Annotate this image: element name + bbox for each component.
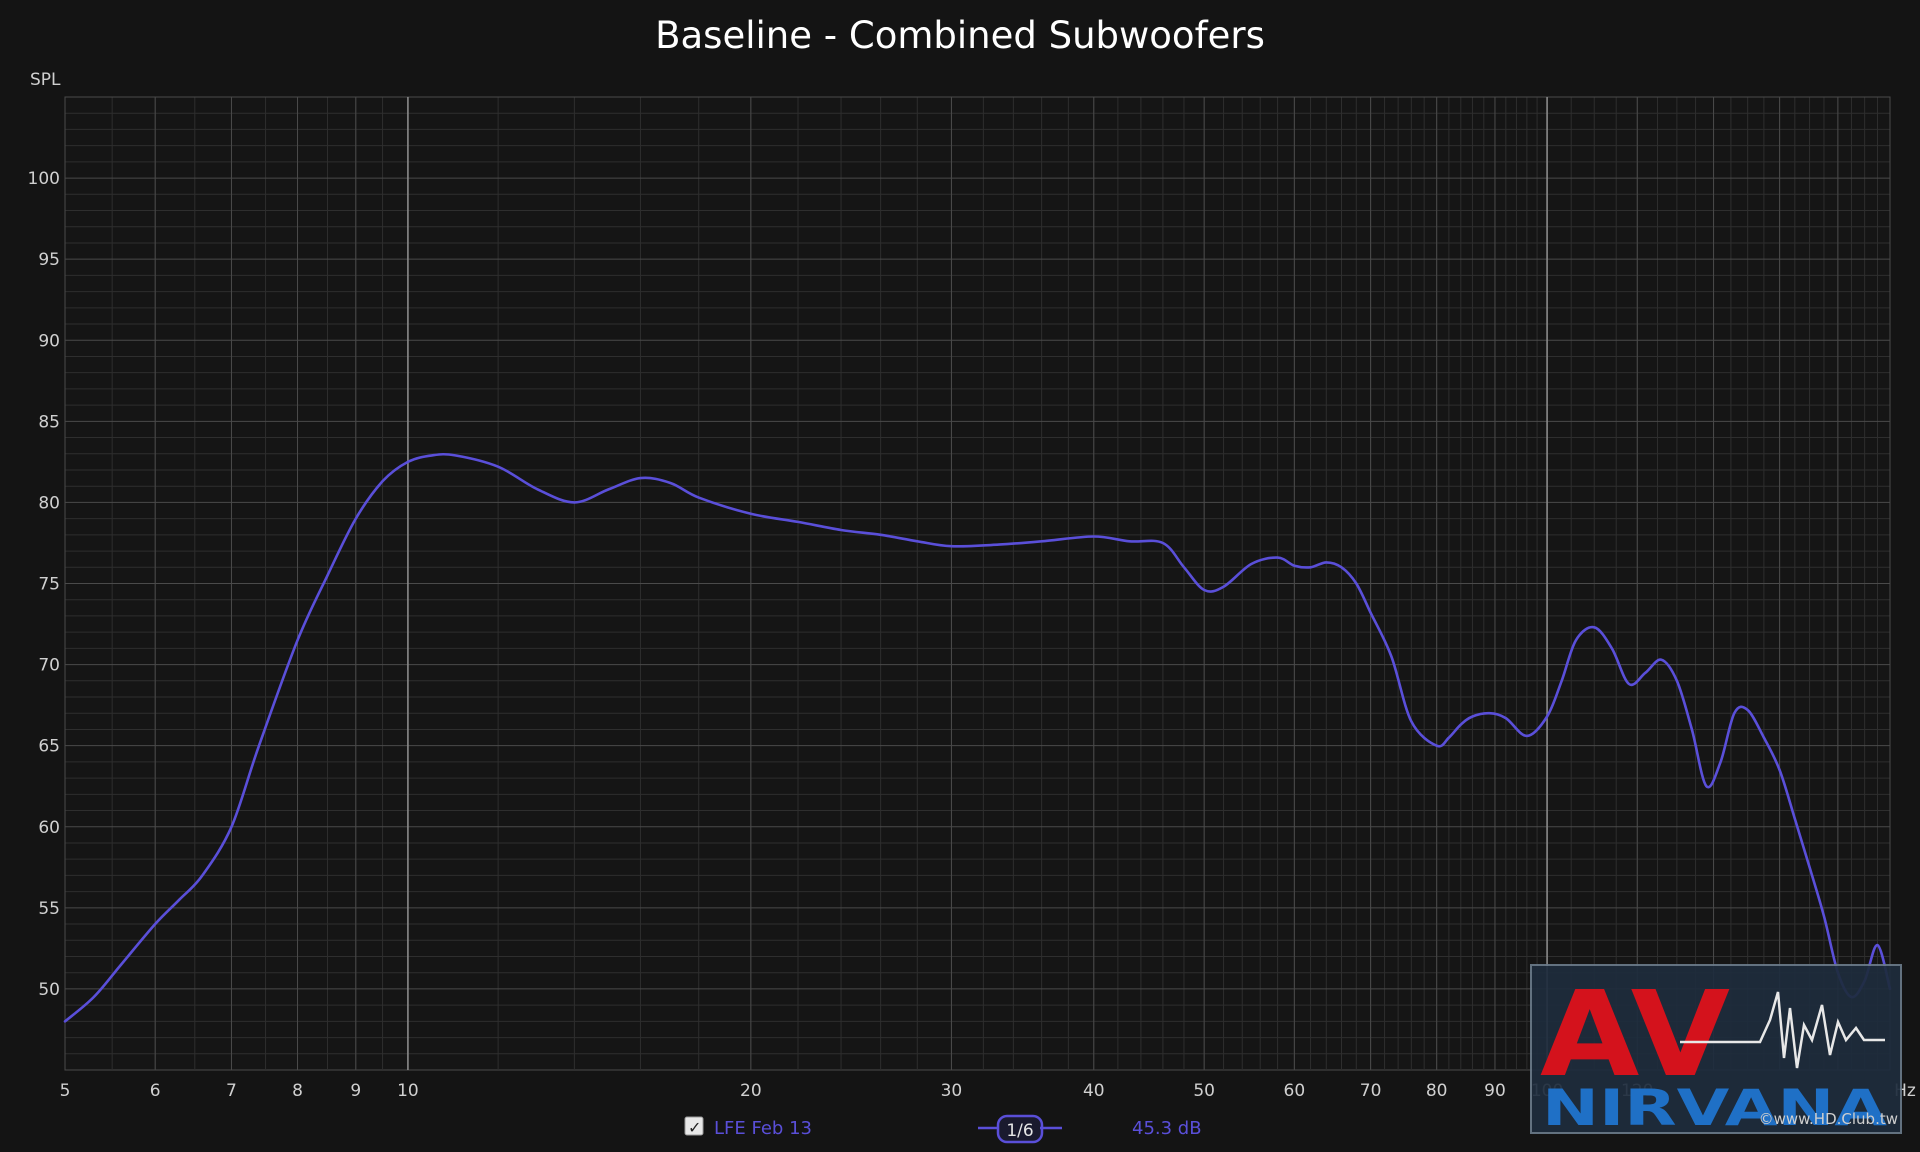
- x-tick-label: 5: [60, 1081, 71, 1101]
- y-tick-label: 100: [28, 169, 60, 189]
- y-axis-tick-labels: 50 55 60 65 70 75 80 85 90 95 100: [28, 169, 60, 1000]
- copyright-text: ©www.HD.Club.tw: [1759, 1110, 1898, 1128]
- x-tick-label: 10: [397, 1081, 419, 1101]
- checkmark-icon: ✓: [688, 1118, 701, 1137]
- x-tick-label: 6: [150, 1081, 161, 1101]
- chart-title: Baseline - Combined Subwoofers: [655, 14, 1265, 57]
- y-tick-label: 70: [38, 656, 60, 676]
- smoothing-label[interactable]: 1/6: [1006, 1121, 1033, 1141]
- x-tick-label: 7: [226, 1081, 237, 1101]
- y-tick-label: 75: [38, 575, 60, 595]
- x-tick-label: 50: [1193, 1081, 1215, 1101]
- x-tick-label: 9: [350, 1081, 361, 1101]
- logo-av-letters: AV: [1540, 965, 1730, 1103]
- y-tick-label: 85: [38, 412, 60, 432]
- series-line-lfe-feb-13: [63, 452, 1892, 1023]
- y-tick-label: 60: [38, 818, 60, 838]
- y-tick-label: 95: [38, 250, 60, 270]
- x-tick-label: 40: [1083, 1081, 1105, 1101]
- y-tick-label: 80: [38, 493, 60, 513]
- logo-nirvana-word: NIRVANA: [1542, 1079, 1887, 1137]
- x-tick-label: 90: [1484, 1081, 1506, 1101]
- x-tick-label: 70: [1360, 1081, 1382, 1101]
- y-tick-label: 55: [38, 899, 60, 919]
- avnirvana-logo: AV NIRVANA ©www.HD.Club.tw: [1530, 964, 1902, 1137]
- legend-checkbox[interactable]: [684, 1116, 704, 1136]
- legend-series-label[interactable]: LFE Feb 13: [714, 1118, 812, 1139]
- x-tick-label: 30: [941, 1081, 963, 1101]
- offset-label: 45.3 dB: [1132, 1118, 1202, 1139]
- logo-waveform: [1680, 991, 1885, 1069]
- y-tick-label: 90: [38, 331, 60, 351]
- x-tick-label: 60: [1284, 1081, 1306, 1101]
- x-tick-label: 8: [292, 1081, 303, 1101]
- y-axis-label: SPL: [30, 70, 61, 90]
- legend: ✓ LFE Feb 13 1/6 45.3 dB: [684, 1114, 1202, 1144]
- major-gridlines: [64, 96, 1891, 1070]
- y-tick-label: 65: [38, 737, 60, 757]
- x-tick-label: 80: [1426, 1081, 1448, 1101]
- x-tick-label: 20: [740, 1081, 762, 1101]
- y-tick-label: 50: [38, 980, 60, 1000]
